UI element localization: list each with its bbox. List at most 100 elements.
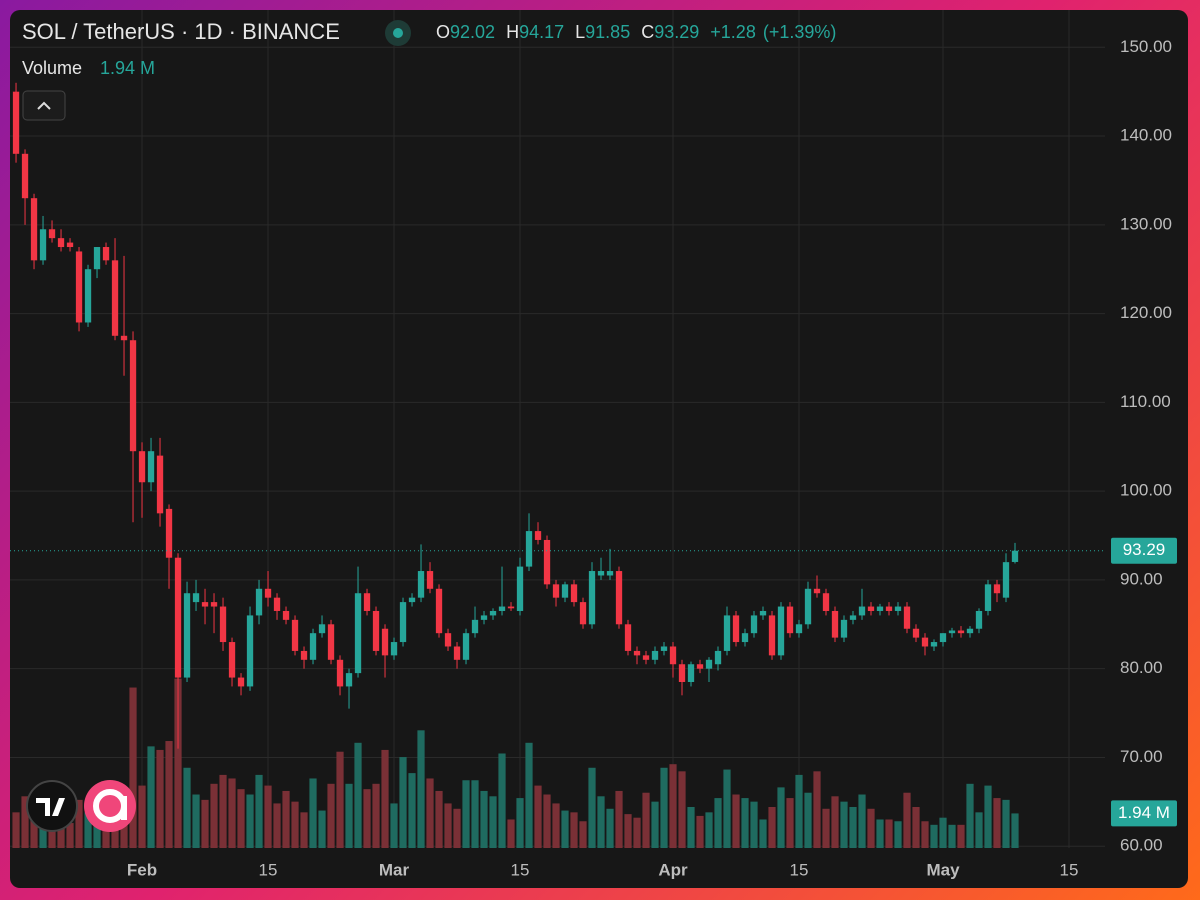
candle-body bbox=[399, 602, 407, 643]
volume-bar bbox=[489, 796, 497, 848]
candle-body bbox=[804, 588, 812, 625]
candle-body bbox=[777, 606, 785, 656]
volume-bar bbox=[462, 780, 470, 848]
candle-body bbox=[858, 606, 866, 616]
volume-bar bbox=[66, 823, 74, 848]
candle-body bbox=[255, 588, 263, 616]
y-tick-label: 110.00 bbox=[1120, 392, 1171, 411]
volume-bar bbox=[129, 687, 137, 848]
candle-body bbox=[741, 633, 749, 643]
legend-value: 94.17 bbox=[519, 22, 564, 42]
volume-bar bbox=[102, 815, 110, 848]
volume-bar bbox=[570, 812, 578, 848]
legend-key: O bbox=[436, 22, 450, 42]
candle-body bbox=[507, 606, 515, 609]
volume-bar bbox=[453, 808, 461, 848]
y-tick-label: 60.00 bbox=[1120, 836, 1163, 855]
candle-body bbox=[732, 615, 740, 643]
volume-bar bbox=[210, 783, 218, 848]
candle-body bbox=[201, 602, 209, 607]
collapse-button[interactable] bbox=[22, 90, 66, 121]
candle-body bbox=[651, 650, 659, 660]
volume-bar bbox=[912, 806, 920, 848]
candle-body bbox=[426, 571, 434, 589]
app-logo[interactable] bbox=[84, 780, 136, 832]
candle-body bbox=[543, 539, 551, 585]
candle-body bbox=[489, 610, 497, 616]
volume-bar bbox=[264, 785, 272, 848]
candle-body bbox=[498, 606, 506, 611]
volume-bar bbox=[687, 806, 695, 848]
candle-body bbox=[291, 619, 299, 651]
volume-bar bbox=[39, 817, 47, 848]
volume-bar bbox=[786, 798, 794, 848]
candle-body bbox=[93, 247, 101, 270]
volume-bar bbox=[867, 808, 875, 848]
volume-bar bbox=[426, 778, 434, 848]
volume-bar bbox=[318, 810, 326, 848]
volume-bar bbox=[399, 757, 407, 848]
candle-body bbox=[867, 606, 875, 611]
last-volume-box bbox=[1111, 800, 1177, 827]
candle-body bbox=[633, 650, 641, 656]
candle-body bbox=[39, 229, 47, 261]
candle-body bbox=[813, 588, 821, 594]
volume-bar bbox=[813, 771, 821, 848]
candle-body bbox=[102, 247, 110, 261]
candle-body bbox=[768, 615, 776, 656]
volume-bar bbox=[840, 801, 848, 848]
last-price-box bbox=[1111, 537, 1177, 564]
candle-body bbox=[624, 624, 632, 651]
legend-value: 93.29 bbox=[654, 22, 699, 42]
volume-title: Volume bbox=[22, 58, 82, 78]
candle-body bbox=[759, 610, 767, 616]
volume-bar bbox=[30, 812, 38, 848]
volume-bar bbox=[417, 730, 425, 848]
volume-bar bbox=[84, 812, 92, 848]
candle-body bbox=[327, 624, 335, 660]
candle-body bbox=[930, 642, 938, 647]
candle-body bbox=[84, 269, 92, 323]
candle-body bbox=[840, 619, 848, 638]
candle-body bbox=[597, 571, 605, 576]
candle-body bbox=[903, 606, 911, 629]
candle-body bbox=[687, 664, 695, 682]
volume-bar bbox=[390, 803, 398, 848]
volume-bar bbox=[291, 801, 299, 848]
x-tick-label: 15 bbox=[790, 860, 809, 879]
chart-title: SOL / TetherUS · 1D · BINANCE bbox=[22, 19, 340, 44]
volume-bar bbox=[894, 821, 902, 848]
tv-logo[interactable] bbox=[26, 780, 78, 832]
volume-bar bbox=[714, 798, 722, 848]
volume-bar bbox=[543, 794, 551, 848]
x-tick-label: 15 bbox=[259, 860, 278, 879]
y-tick-label: 150.00 bbox=[1120, 37, 1172, 56]
volume-bar bbox=[435, 790, 443, 848]
volume-bar bbox=[255, 774, 263, 848]
candle-body bbox=[822, 593, 830, 611]
axes: 60.00 70.00 80.00 90.00 100.00 110.00 120.00 13… bbox=[127, 37, 1177, 879]
candle-body bbox=[615, 571, 623, 625]
candle-body bbox=[219, 606, 227, 643]
y-tick-label: 130.00 bbox=[1120, 214, 1172, 233]
y-tick-label: 120.00 bbox=[1120, 303, 1172, 322]
y-tick-label: 100.00 bbox=[1120, 481, 1172, 500]
candle-body bbox=[570, 584, 578, 603]
volume-bar bbox=[651, 801, 659, 848]
volume-bar bbox=[147, 746, 155, 848]
candle-body bbox=[156, 455, 164, 514]
volume-bar bbox=[624, 814, 632, 848]
volume-bar bbox=[93, 815, 101, 848]
x-tick-label: Mar bbox=[379, 860, 410, 879]
candle-body bbox=[993, 584, 1001, 594]
volume-bar bbox=[597, 796, 605, 848]
chart-frame bbox=[10, 10, 1188, 888]
volume-bar bbox=[354, 742, 362, 848]
candle-body bbox=[192, 593, 200, 603]
candle-body bbox=[363, 593, 371, 611]
candle-body bbox=[435, 588, 443, 634]
volume-bar bbox=[192, 794, 200, 848]
candle-body bbox=[21, 153, 29, 199]
volume-bar bbox=[228, 778, 236, 848]
